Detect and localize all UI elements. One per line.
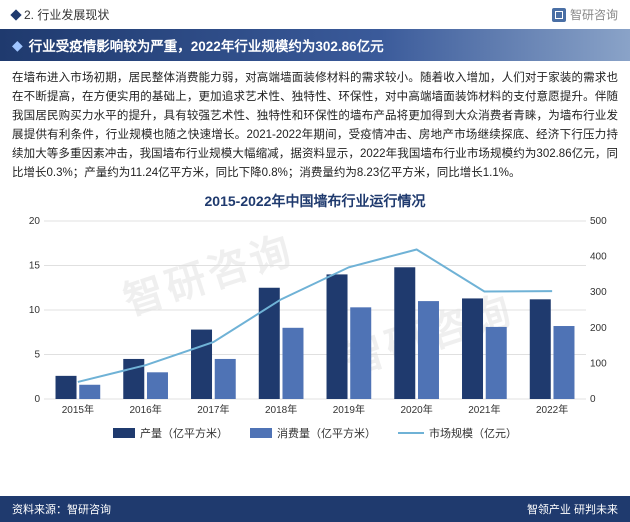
section-crumb: 2. 行业发展现状 (12, 6, 109, 23)
headline-diamond-icon: ◆ (12, 37, 23, 54)
legend-label: 市场规模（亿元） (429, 425, 517, 441)
footer-slogan: 智领产业 研判未来 (527, 501, 618, 517)
svg-text:15: 15 (29, 260, 41, 271)
legend-label: 消费量（亿平方米） (277, 425, 376, 441)
chart-title: 2015-2022年中国墙布行业运行情况 (0, 191, 630, 211)
svg-text:400: 400 (590, 251, 607, 262)
section-label: 2. 行业发展现状 (24, 6, 109, 23)
svg-text:0: 0 (590, 394, 596, 405)
svg-text:200: 200 (590, 323, 607, 334)
body-paragraph: 在墙布进入市场初期，居民整体消费能力弱，对高端墙面装修材料的需求较小。随着收入增… (0, 61, 630, 187)
legend-consumption: 消费量（亿平方米） (250, 425, 376, 441)
top-bar: 2. 行业发展现状 智研咨询 (0, 0, 630, 29)
svg-text:100: 100 (590, 358, 607, 369)
svg-text:0: 0 (34, 394, 40, 405)
brand: 智研咨询 (552, 6, 618, 23)
svg-text:2022年: 2022年 (536, 403, 568, 416)
footer-source: 资料来源：智研咨询 (12, 501, 111, 517)
svg-text:5: 5 (34, 349, 40, 360)
svg-text:300: 300 (590, 287, 607, 298)
svg-text:20: 20 (29, 216, 41, 227)
svg-text:2019年: 2019年 (333, 403, 365, 416)
legend-production: 产量（亿平方米） (113, 425, 228, 441)
legend-market: 市场规模（亿元） (398, 425, 517, 441)
brand-text: 智研咨询 (570, 6, 618, 23)
svg-text:2016年: 2016年 (130, 403, 162, 416)
brand-icon (552, 8, 566, 22)
svg-text:10: 10 (29, 305, 41, 316)
chart-svg: 0510152001002003004005002015年2016年2017年2… (10, 213, 620, 423)
legend-line-swatch (398, 432, 424, 434)
svg-text:2020年: 2020年 (401, 403, 433, 416)
headline-text: 行业受疫情影响较为严重，2022年行业规模约为302.86亿元 (29, 35, 384, 55)
chart: 智研咨询 智研咨询 0510152001002003004005002015年2… (10, 213, 620, 423)
svg-text:2017年: 2017年 (197, 403, 229, 416)
svg-text:2015年: 2015年 (62, 403, 94, 416)
diamond-icon (10, 9, 21, 20)
svg-text:2021年: 2021年 (468, 403, 500, 416)
svg-text:2018年: 2018年 (265, 403, 297, 416)
svg-text:500: 500 (590, 216, 607, 227)
headline-band: ◆ 行业受疫情影响较为严重，2022年行业规模约为302.86亿元 (0, 29, 630, 61)
legend: 产量（亿平方米） 消费量（亿平方米） 市场规模（亿元） (0, 425, 630, 441)
footer: 资料来源：智研咨询 智领产业 研判未来 (0, 496, 630, 522)
legend-label: 产量（亿平方米） (140, 425, 228, 441)
legend-swatch (113, 428, 135, 438)
legend-swatch (250, 428, 272, 438)
